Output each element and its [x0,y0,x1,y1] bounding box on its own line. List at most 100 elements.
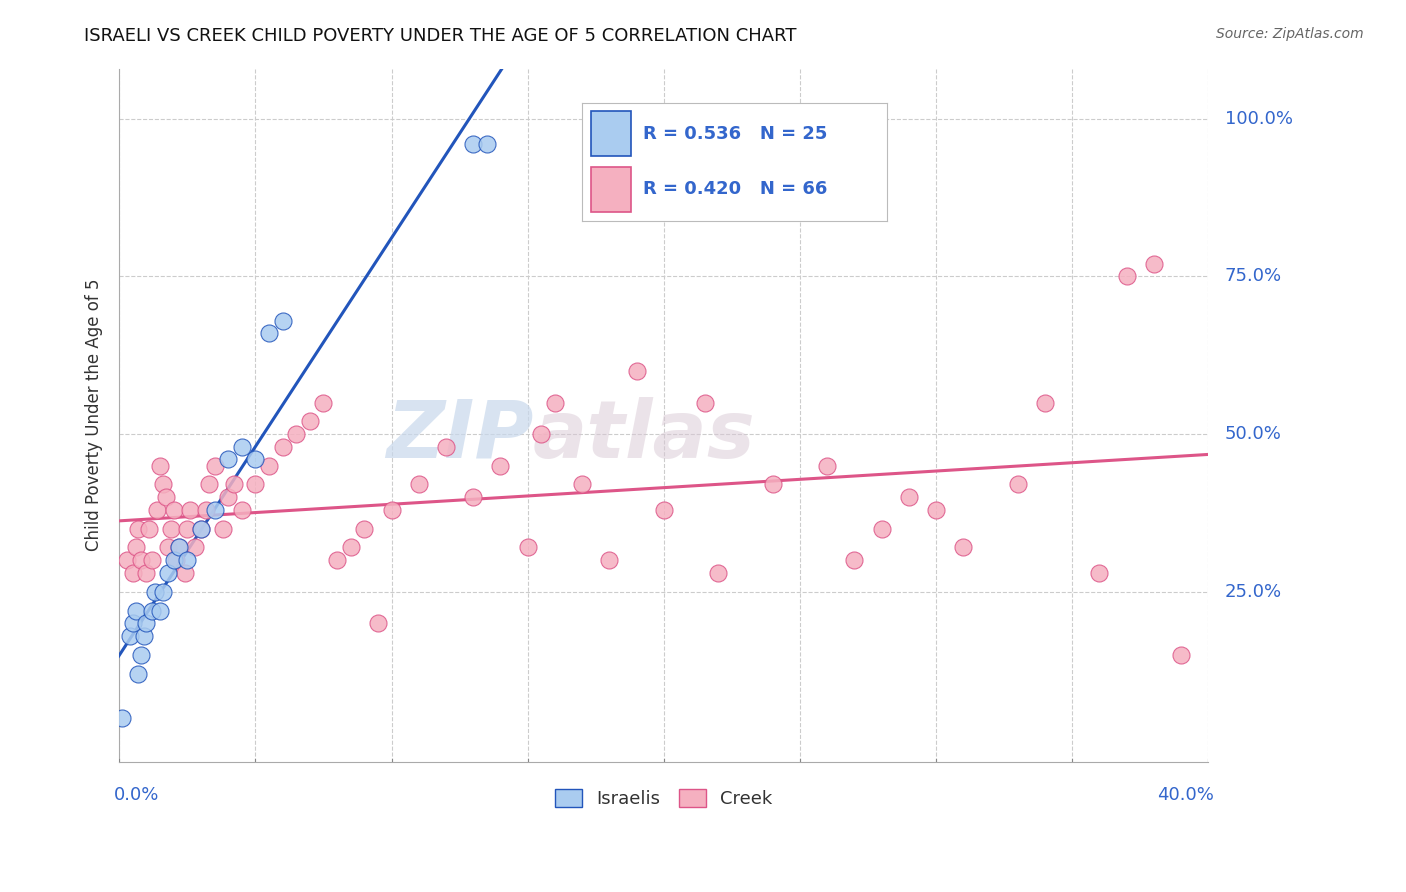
Point [120,629,142,643]
Point [198,477,221,491]
Point [652,502,675,516]
Point [245,477,267,491]
Point [122,566,145,580]
Point [762,477,785,491]
Text: atlas: atlas [533,397,756,475]
Point [952,541,974,555]
Point [157,541,180,555]
Point [1033,395,1056,409]
Point [124,603,146,617]
Point [222,477,245,491]
Point [571,477,593,491]
Point [152,477,174,491]
Point [245,452,267,467]
Point [111,711,134,725]
Point [257,458,280,473]
Point [434,440,457,454]
Point [176,553,198,567]
Point [475,137,498,152]
Point [122,616,145,631]
Point [143,584,166,599]
Point [530,427,553,442]
Point [135,616,157,631]
Text: 40.0%: 40.0% [1157,786,1213,804]
Point [1007,477,1029,491]
Point [146,502,169,516]
Point [257,326,280,341]
Point [312,395,335,409]
Point [693,395,716,409]
Point [217,452,239,467]
Point [141,603,163,617]
Point [231,440,253,454]
Point [285,427,308,442]
Point [160,522,183,536]
Point [127,522,149,536]
Point [135,566,157,580]
Y-axis label: Child Poverty Under the Age of 5: Child Poverty Under the Age of 5 [86,279,103,551]
Point [870,522,893,536]
Point [157,566,180,580]
Point [195,502,218,516]
Point [844,553,866,567]
Point [129,553,152,567]
Text: 50.0%: 50.0% [1225,425,1281,443]
Point [298,414,321,428]
Point [149,458,172,473]
Point [897,490,920,504]
Point [707,566,730,580]
Point [124,541,146,555]
Point [167,541,190,555]
Point [155,490,177,504]
Point [326,553,349,567]
Text: 100.0%: 100.0% [1225,110,1292,128]
Point [367,616,389,631]
Text: Source: ZipAtlas.com: Source: ZipAtlas.com [1216,27,1364,41]
Point [339,541,361,555]
Point [380,502,402,516]
Point [271,440,294,454]
Point [165,553,187,567]
Point [167,541,190,555]
Point [516,541,538,555]
Legend: Israelis, Creek: Israelis, Creek [548,781,780,815]
Point [271,313,294,327]
Point [211,522,233,536]
Point [353,522,375,536]
Text: 0.0%: 0.0% [114,786,159,804]
Point [231,502,253,516]
Point [127,666,149,681]
Point [925,502,948,516]
Point [141,553,163,567]
Point [152,584,174,599]
Point [190,522,212,536]
Point [117,553,139,567]
Point [815,458,838,473]
Point [463,137,485,152]
Point [1143,257,1166,271]
Point [463,490,485,504]
Text: 25.0%: 25.0% [1225,582,1282,600]
Point [176,522,198,536]
Point [190,522,212,536]
Text: 75.0%: 75.0% [1225,268,1282,285]
Point [149,603,172,617]
Text: ZIP: ZIP [385,397,533,475]
Point [173,566,195,580]
Point [163,553,186,567]
Point [163,502,186,516]
Point [138,522,160,536]
Point [489,458,512,473]
Point [204,502,226,516]
Point [1170,648,1192,662]
Text: ISRAELI VS CREEK CHILD POVERTY UNDER THE AGE OF 5 CORRELATION CHART: ISRAELI VS CREEK CHILD POVERTY UNDER THE… [84,27,797,45]
Point [1115,269,1137,284]
Point [129,648,152,662]
Point [1088,566,1111,580]
Point [179,502,201,516]
Point [408,477,430,491]
Point [598,553,620,567]
Point [132,629,155,643]
Point [544,395,567,409]
Point [204,458,226,473]
